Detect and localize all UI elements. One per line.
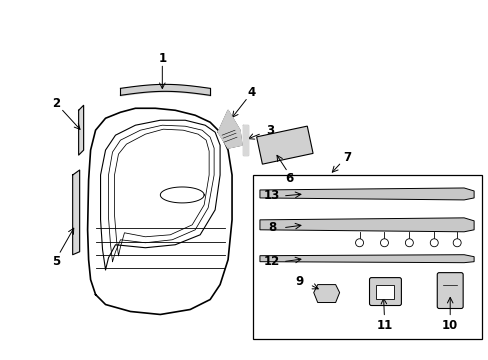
Circle shape	[355, 239, 363, 247]
Text: 2: 2	[52, 97, 60, 110]
Text: 12: 12	[263, 255, 280, 268]
Polygon shape	[260, 255, 473, 263]
FancyBboxPatch shape	[369, 278, 401, 306]
Polygon shape	[79, 105, 83, 155]
Text: 3: 3	[265, 124, 273, 137]
Polygon shape	[260, 218, 473, 232]
Polygon shape	[313, 285, 339, 302]
Text: 9: 9	[295, 275, 303, 288]
Text: 10: 10	[441, 319, 457, 332]
Text: 6: 6	[285, 171, 293, 185]
Circle shape	[380, 239, 387, 247]
Text: 7: 7	[343, 150, 351, 163]
Bar	[252, 175, 481, 339]
Circle shape	[405, 239, 412, 247]
Polygon shape	[73, 170, 80, 255]
Polygon shape	[243, 125, 247, 155]
Text: 11: 11	[376, 319, 392, 332]
Text: 8: 8	[267, 221, 275, 234]
Circle shape	[429, 239, 437, 247]
FancyBboxPatch shape	[436, 273, 462, 309]
Polygon shape	[260, 188, 473, 200]
Bar	[376, 285, 394, 298]
Polygon shape	[256, 126, 312, 164]
Polygon shape	[218, 110, 242, 148]
Text: 13: 13	[263, 189, 280, 202]
Circle shape	[452, 239, 460, 247]
Text: 4: 4	[247, 86, 256, 99]
Text: 5: 5	[52, 255, 60, 268]
Text: 1: 1	[158, 52, 166, 65]
